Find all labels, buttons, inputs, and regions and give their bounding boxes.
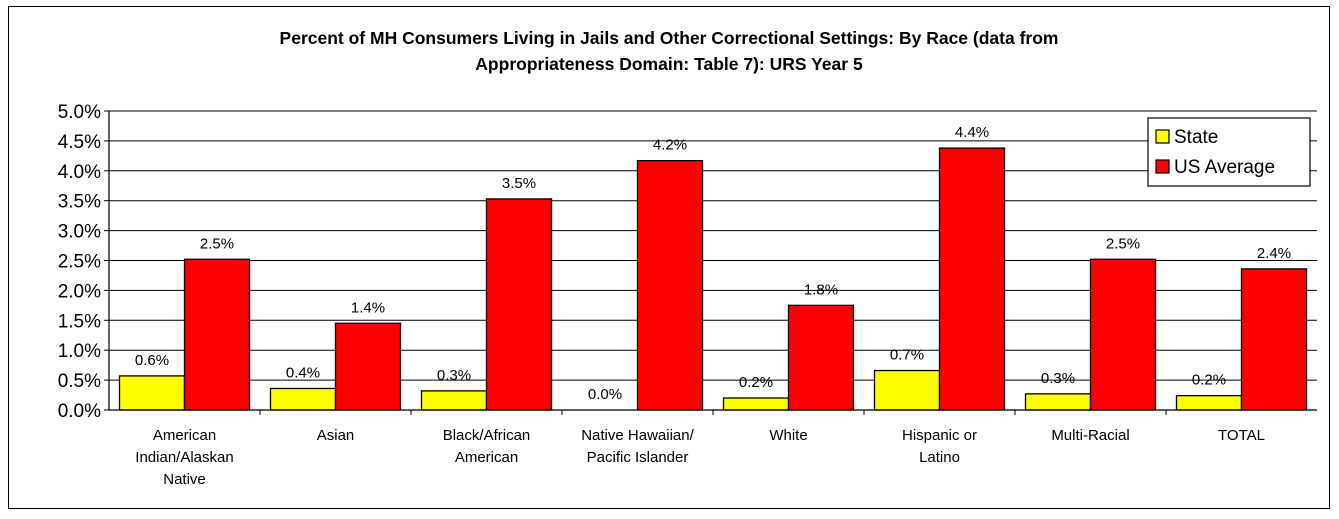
chart-title: Percent of MH Consumers Living in Jails … [279,28,1059,74]
y-tick-label: 3.0% [58,222,101,243]
y-axis-ticks: 0.0% 0.5% 1.0% 1.5% 2.0% 2.5% 3.0% 3.5% 4.0% 4.5%… [58,102,109,422]
data-label: 1.8% [804,281,838,298]
data-label: 1.4% [351,299,385,316]
bars [118,147,1308,411]
data-label: 2.4% [1257,245,1291,262]
y-tick-label: 5.0% [58,102,101,123]
bar-us-average [636,159,704,411]
data-label: 0.3% [1041,370,1075,387]
bar-state [873,369,941,411]
legend-swatch [1155,159,1170,174]
y-tick-label: 1.5% [58,311,101,332]
data-label: 0.2% [739,374,773,391]
data-label: 2.5% [200,235,234,252]
legend-label: US Average [1174,157,1275,178]
data-label: 0.3% [437,367,471,384]
category-label: Native Hawaiian/Pacific Islander [581,427,694,466]
bar-us-average [334,322,402,411]
bar-us-average [787,304,855,411]
bar-state [118,375,186,411]
legend: State US Average [1147,117,1311,187]
data-label: 4.2% [653,137,687,154]
legend-label: State [1174,127,1218,148]
bar-us-average [1089,258,1157,411]
axes [108,111,1317,415]
category-label: TOTAL [1218,427,1265,444]
y-tick-label: 2.5% [58,252,101,273]
data-label: 0.7% [890,347,924,364]
x-axis-categories: American Indian/Alaskan Native Asian Black/A… [135,427,1265,488]
data-label: 3.5% [502,175,536,192]
bar-us-average [183,258,251,411]
category-label: Asian [317,427,355,444]
category-label: American Indian/Alaskan Native [135,427,233,488]
data-label: 4.4% [955,124,989,141]
bar-us-average [1240,268,1308,411]
bar-state [269,387,337,411]
legend-box [1147,117,1311,187]
y-tick-label: 4.0% [58,162,101,183]
bar-us-average [938,147,1006,411]
y-tick-label: 3.5% [58,192,101,213]
bar-state [722,397,790,411]
bar-us-average [485,198,553,411]
data-label: 0.4% [286,364,320,381]
bar-state [420,390,488,411]
category-label: Black/African American [443,427,531,466]
category-label: Hispanic or Latino [902,427,977,466]
bar-state [1175,394,1243,411]
data-labels: 0.6% 2.5% 0.4% 1.4% 0.3% 3.5% 0.0% 4.2% 0.2% 1.8%… [135,124,1291,403]
y-tick-label: 0.5% [58,371,101,392]
y-tick-label: 1.0% [58,341,101,362]
y-tick-label: 4.5% [58,132,101,153]
legend-swatch [1155,129,1170,144]
data-label: 0.6% [135,352,169,369]
y-tick-label: 2.0% [58,281,101,302]
data-label: 2.5% [1106,235,1140,252]
y-tick-label: 0.0% [58,401,101,422]
bar-state [1024,393,1092,411]
category-label: White [769,427,807,444]
data-label: 0.0% [588,386,622,403]
category-label: Multi-Racial [1051,427,1129,444]
data-label: 0.2% [1192,372,1226,389]
